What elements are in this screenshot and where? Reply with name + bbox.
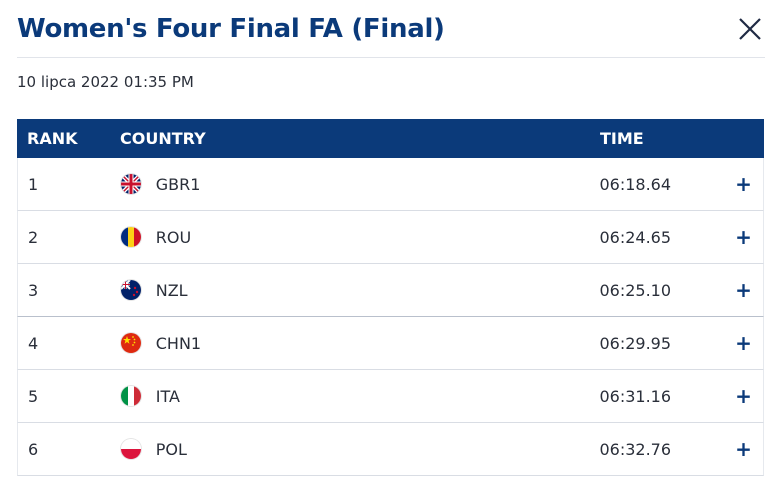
- table-row[interactable]: 2 ROU 06:24.65 +: [17, 211, 764, 264]
- dialog-title: Women's Four Final FA (Final): [17, 14, 445, 44]
- table-row[interactable]: 4 CHN1 06:29.95 +: [17, 317, 764, 370]
- expand-button[interactable]: +: [735, 172, 752, 196]
- flag-rou-icon: [120, 227, 141, 247]
- expand-button[interactable]: +: [735, 437, 752, 461]
- country-cell: ITA: [120, 386, 600, 406]
- country-cell: GBR1: [120, 174, 600, 194]
- close-icon: [739, 18, 761, 40]
- expand-button[interactable]: +: [735, 331, 752, 355]
- flag-nzl-icon: [120, 280, 141, 300]
- expand-button[interactable]: +: [735, 225, 752, 249]
- time-cell: 06:31.16: [599, 386, 672, 406]
- flag-ita-icon: [120, 386, 141, 406]
- race-date: 10 lipca 2022 01:35 PM: [17, 73, 194, 91]
- rank-cell: 4: [28, 333, 39, 353]
- time-cell: 06:32.76: [599, 439, 672, 459]
- expand-button[interactable]: +: [735, 278, 752, 302]
- country-cell: CHN1: [120, 333, 600, 353]
- country-cell: ROU: [120, 227, 600, 247]
- time-cell: 06:18.64: [599, 174, 672, 194]
- flag-chn-icon: [120, 333, 141, 353]
- country-cell: POL: [120, 439, 600, 459]
- country-code: ITA: [155, 386, 180, 406]
- rank-cell: 2: [28, 227, 39, 247]
- expand-button[interactable]: +: [735, 384, 752, 408]
- country-code: POL: [155, 439, 187, 459]
- table-row[interactable]: 3 NZL 06:25.10: [17, 264, 764, 317]
- country-code: CHN1: [155, 333, 202, 353]
- results-table: RANK COUNTRY TIME 1: [17, 119, 764, 476]
- table-row[interactable]: 6 POL 06:32.76 +: [17, 423, 764, 476]
- time-cell: 06:25.10: [599, 280, 672, 300]
- rank-cell: 6: [28, 439, 39, 459]
- table-row[interactable]: 1 GBR1 06:18.64 +: [17, 158, 764, 211]
- country-code: GBR1: [155, 174, 201, 194]
- table-row[interactable]: 5 ITA 06:31.16 +: [17, 370, 764, 423]
- flag-pol-icon: [120, 439, 141, 459]
- header-divider: [17, 57, 765, 58]
- rank-cell: 3: [28, 280, 39, 300]
- time-cell: 06:29.95: [599, 333, 672, 353]
- header-time: TIME: [600, 129, 644, 148]
- country-cell: NZL: [120, 280, 600, 300]
- table-header: RANK COUNTRY TIME: [17, 119, 764, 158]
- time-cell: 06:24.65: [599, 227, 672, 247]
- rank-cell: 5: [28, 386, 39, 406]
- header-country: COUNTRY: [120, 129, 206, 148]
- close-button[interactable]: [737, 16, 765, 46]
- rank-cell: 1: [28, 174, 39, 194]
- header-rank: RANK: [27, 129, 78, 148]
- country-code: ROU: [155, 227, 192, 247]
- country-code: NZL: [155, 280, 188, 300]
- flag-gbr-icon: [120, 174, 141, 194]
